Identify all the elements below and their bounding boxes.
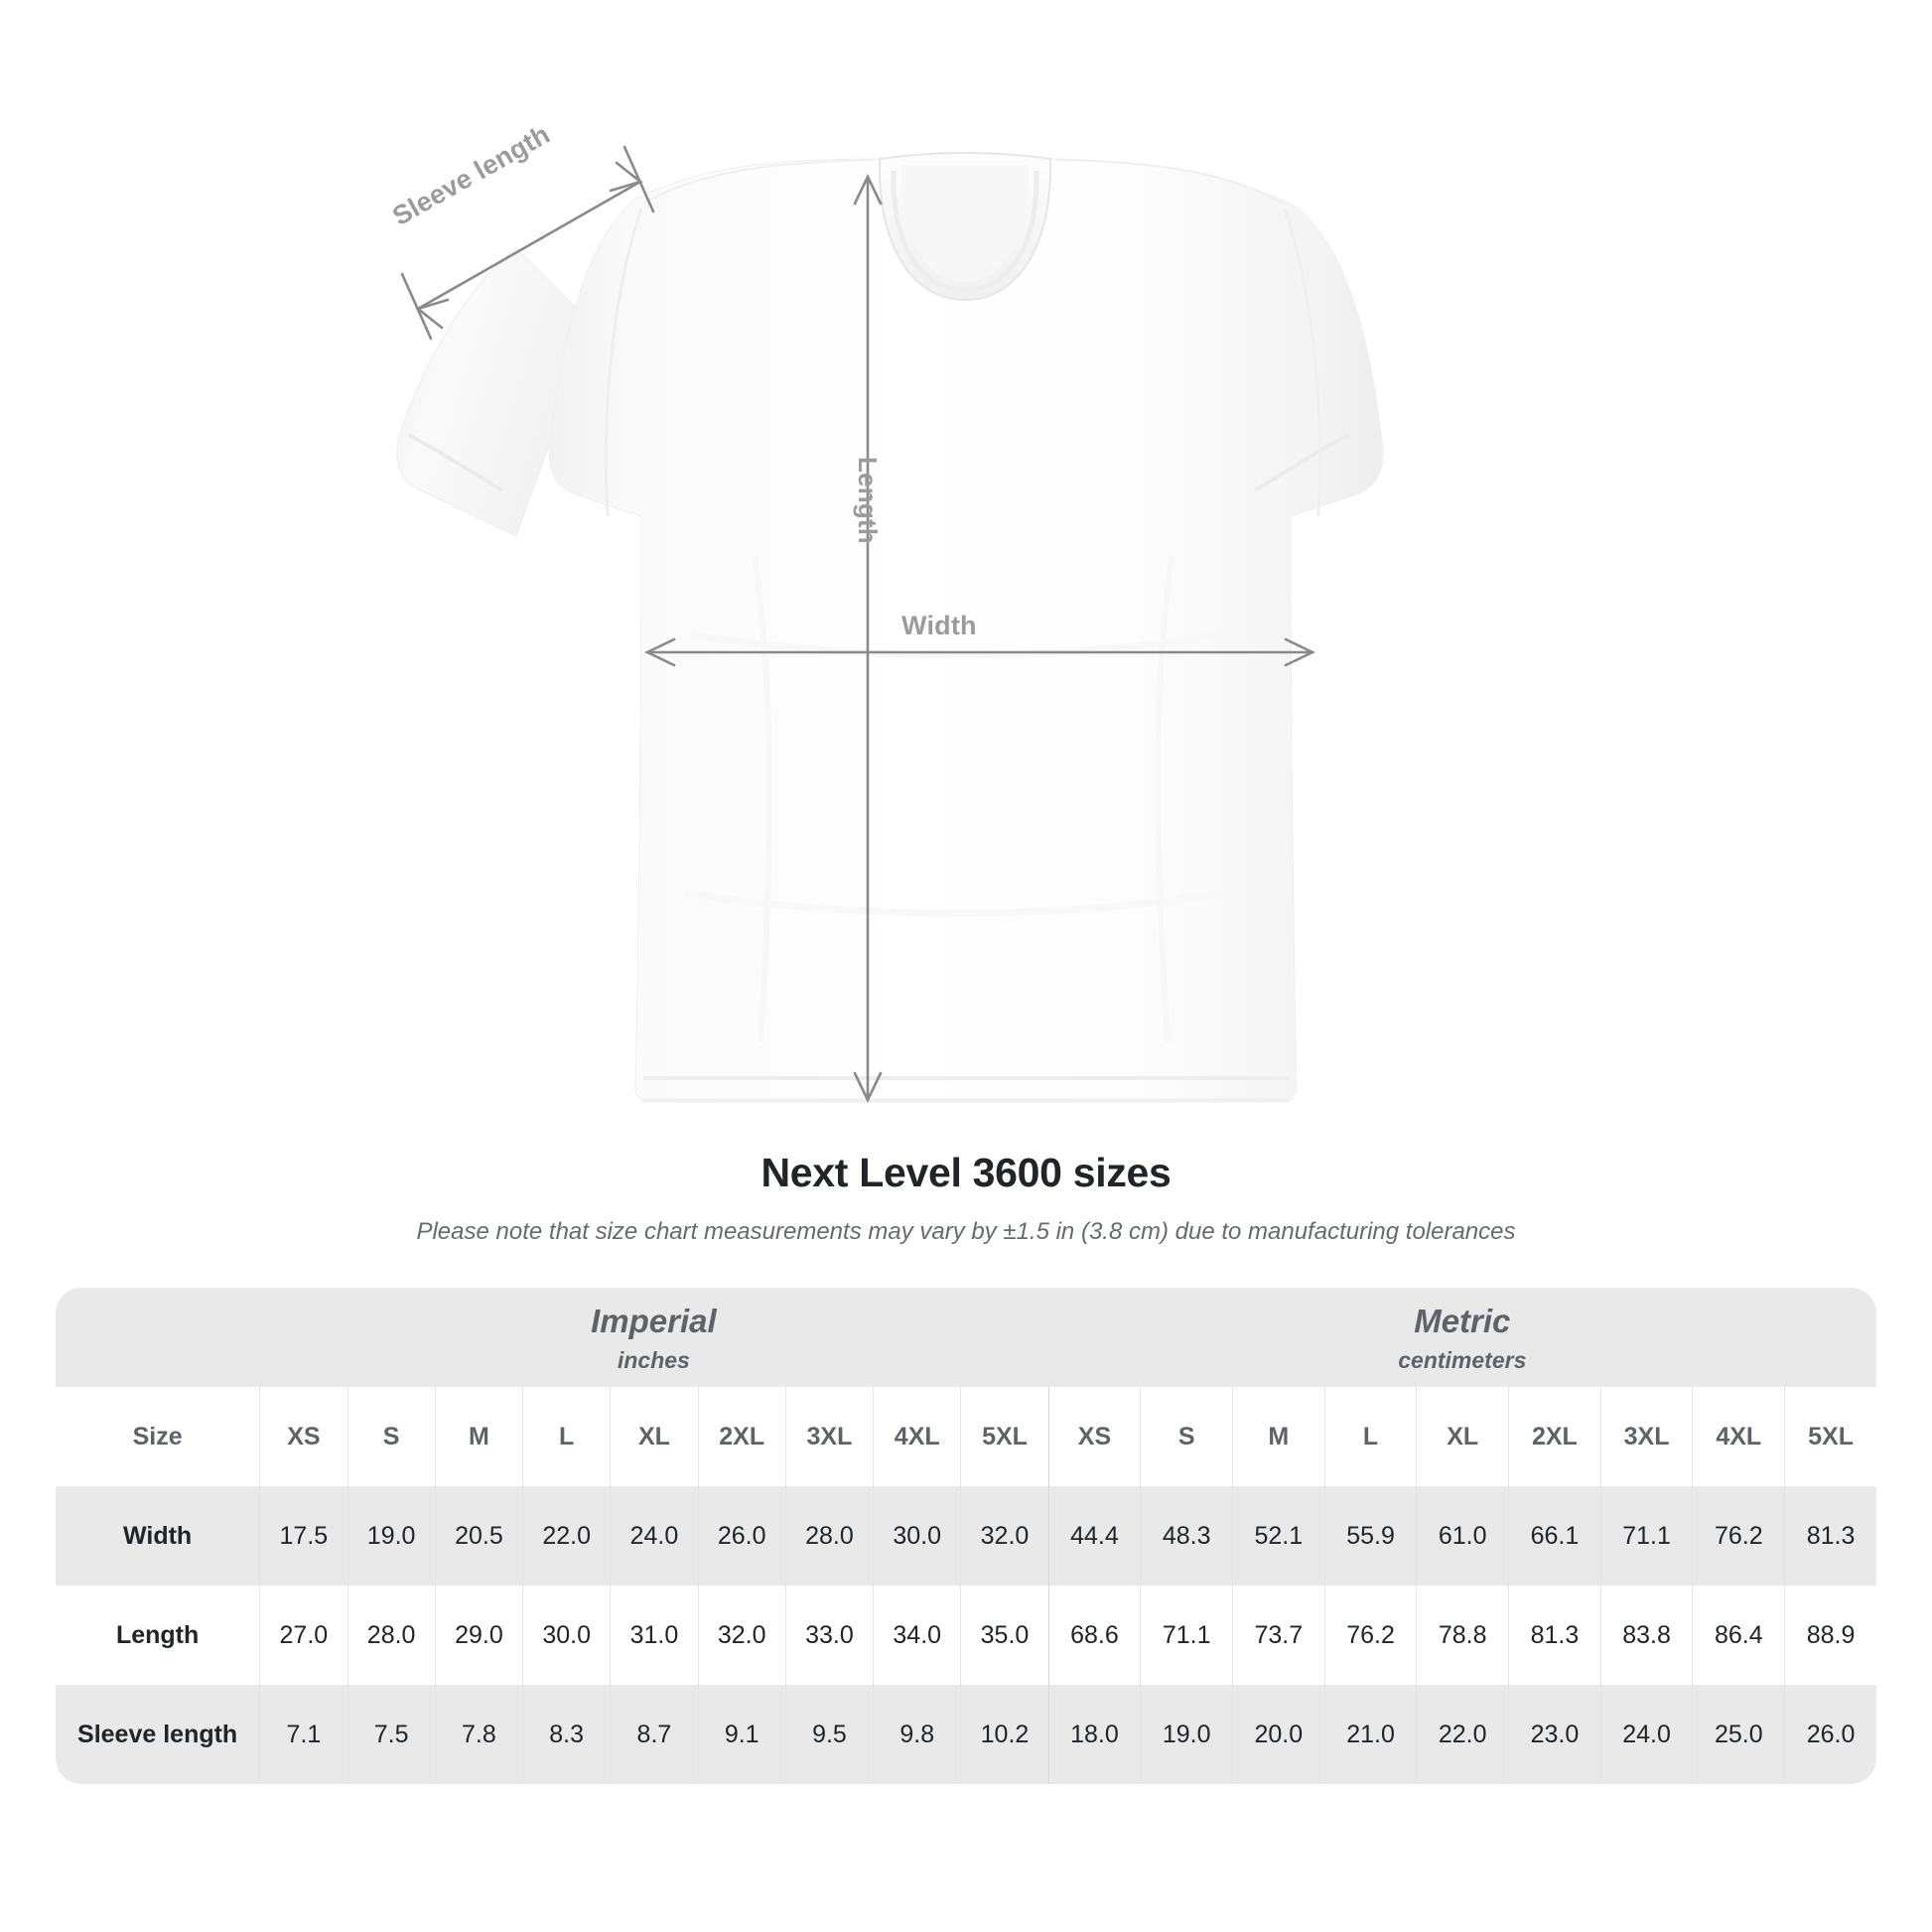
cell-sleeve-length-imperial-3xl: 9.5 [784,1685,874,1784]
size-header-imperial-m: M [434,1387,523,1486]
tshirt-graphic [396,151,1384,1103]
cell-length-metric-l: 76.2 [1323,1586,1417,1685]
row-label-width: Width [56,1486,260,1586]
cell-width-imperial-xs: 17.5 [259,1486,347,1586]
size-header-imperial-xl: XL [610,1387,698,1486]
size-header-metric-m: M [1232,1387,1324,1486]
size-header-metric-xs: XS [1047,1387,1141,1486]
row-label-sleeve-length: Sleeve length [56,1685,260,1784]
length-label: Length [853,457,883,544]
size-header-metric-s: S [1140,1387,1232,1486]
cell-length-imperial-xl: 31.0 [610,1586,698,1685]
cell-width-imperial-m: 20.5 [434,1486,523,1586]
cell-sleeve-length-imperial-s: 7.5 [346,1685,435,1784]
cell-width-metric-5xl: 81.3 [1784,1486,1876,1586]
cell-width-metric-l: 55.9 [1323,1486,1417,1586]
cell-length-metric-xs: 68.6 [1047,1586,1141,1685]
size-row-label: Size [56,1387,260,1486]
unit-group-metric-name: Metric [1414,1302,1511,1339]
size-header-imperial-4xl: 4XL [873,1387,961,1486]
unit-group-imperial-name: Imperial [591,1302,717,1339]
size-header-imperial-5xl: 5XL [960,1387,1048,1486]
cell-sleeve-length-imperial-m: 7.8 [434,1685,523,1784]
size-table: Imperial inches Metric centimeters Size … [56,1288,1876,1784]
cell-sleeve-length-imperial-5xl: 10.2 [960,1685,1048,1784]
cell-sleeve-length-metric-3xl: 24.0 [1599,1685,1693,1784]
cell-sleeve-length-imperial-xl: 8.7 [610,1685,698,1784]
cell-length-imperial-s: 28.0 [346,1586,435,1685]
tshirt-illustration: Sleeve length Length Width [387,119,1384,1103]
size-header-metric-4xl: 4XL [1692,1387,1785,1486]
cell-length-metric-4xl: 86.4 [1692,1586,1785,1685]
cell-length-imperial-xs: 27.0 [259,1586,347,1685]
table-row: Length 27.0 28.0 29.0 30.0 31.0 32.0 33.0 34.0 35… [56,1586,1876,1685]
cell-sleeve-length-metric-m: 20.0 [1232,1685,1324,1784]
cell-length-metric-xl: 78.8 [1416,1586,1509,1685]
cell-sleeve-length-imperial-xs: 7.1 [259,1685,347,1784]
cell-length-imperial-3xl: 33.0 [784,1586,874,1685]
cell-length-metric-2xl: 81.3 [1508,1586,1600,1685]
cell-sleeve-length-imperial-2xl: 9.1 [697,1685,785,1784]
tolerance-note: Please note that size chart measurements… [416,1218,1516,1245]
cell-width-imperial-l: 22.0 [522,1486,611,1586]
table-corner [56,1288,260,1387]
size-table-wrapper: Imperial inches Metric centimeters Size … [56,1288,1876,1784]
width-label: Width [901,611,977,640]
unit-group-metric: Metric centimeters [1047,1288,1876,1387]
table-row: Width 17.5 19.0 20.5 22.0 24.0 26.0 28.0 30.0 32.… [56,1486,1876,1586]
cell-width-metric-3xl: 71.1 [1599,1486,1693,1586]
unit-group-imperial-sub: inches [617,1347,690,1374]
cell-width-imperial-4xl: 30.0 [873,1486,961,1586]
cell-sleeve-length-metric-xs: 18.0 [1047,1685,1141,1784]
cell-width-imperial-2xl: 26.0 [697,1486,785,1586]
cell-sleeve-length-metric-4xl: 25.0 [1692,1685,1785,1784]
cell-sleeve-length-metric-s: 19.0 [1140,1685,1232,1784]
cell-length-imperial-l: 30.0 [522,1586,611,1685]
cell-sleeve-length-metric-5xl: 26.0 [1784,1685,1876,1784]
cell-sleeve-length-metric-l: 21.0 [1323,1685,1417,1784]
cell-length-imperial-2xl: 32.0 [697,1586,785,1685]
size-header-imperial-xs: XS [259,1387,347,1486]
cell-length-metric-m: 73.7 [1232,1586,1324,1685]
unit-group-imperial: Imperial inches [259,1288,1048,1387]
cell-width-imperial-s: 19.0 [346,1486,435,1586]
cell-length-metric-s: 71.1 [1140,1586,1232,1685]
cell-length-metric-5xl: 88.9 [1784,1586,1876,1685]
cell-sleeve-length-metric-2xl: 23.0 [1508,1685,1600,1784]
size-header-imperial-l: L [522,1387,611,1486]
size-header-metric-2xl: 2XL [1508,1387,1600,1486]
unit-group-metric-sub: centimeters [1398,1347,1527,1374]
table-row: Sleeve length 7.1 7.5 7.8 8.3 8.7 9.1 9.5 9.8 10.… [56,1685,1876,1784]
title-block: Next Level 3600 sizes Please note that s… [0,1150,1932,1246]
cell-width-metric-s: 48.3 [1140,1486,1232,1586]
cell-width-metric-xl: 61.0 [1416,1486,1509,1586]
page-title: Next Level 3600 sizes [760,1150,1172,1195]
cell-length-imperial-m: 29.0 [434,1586,523,1685]
cell-sleeve-length-metric-xl: 22.0 [1416,1685,1509,1784]
size-header-imperial-2xl: 2XL [697,1387,785,1486]
size-header-imperial-s: S [346,1387,435,1486]
cell-width-imperial-5xl: 32.0 [960,1486,1048,1586]
cell-sleeve-length-imperial-l: 8.3 [522,1685,611,1784]
size-header-metric-3xl: 3XL [1599,1387,1693,1486]
cell-width-metric-4xl: 76.2 [1692,1486,1785,1586]
size-header-metric-5xl: 5XL [1784,1387,1876,1486]
unit-header-row: Imperial inches Metric centimeters [56,1288,1876,1387]
size-header-metric-xl: XL [1416,1387,1509,1486]
size-header-row: Size XS S M L XL 2XL 3XL 4XL 5XL XS S M L XL 2XL 3XL 4XL… [56,1387,1876,1486]
cell-width-imperial-3xl: 28.0 [784,1486,874,1586]
size-header-metric-l: L [1323,1387,1417,1486]
cell-width-metric-m: 52.1 [1232,1486,1324,1586]
cell-length-metric-3xl: 83.8 [1599,1586,1693,1685]
row-label-length: Length [56,1586,260,1685]
cell-length-imperial-4xl: 34.0 [873,1586,961,1685]
cell-sleeve-length-imperial-4xl: 9.8 [873,1685,961,1784]
cell-width-imperial-xl: 24.0 [610,1486,698,1586]
cell-length-imperial-5xl: 35.0 [960,1586,1048,1685]
size-table-body: Width 17.5 19.0 20.5 22.0 24.0 26.0 28.0 30.0 32.… [56,1486,1876,1784]
cell-width-metric-2xl: 66.1 [1508,1486,1600,1586]
size-header-imperial-3xl: 3XL [784,1387,874,1486]
cell-width-metric-xs: 44.4 [1047,1486,1141,1586]
